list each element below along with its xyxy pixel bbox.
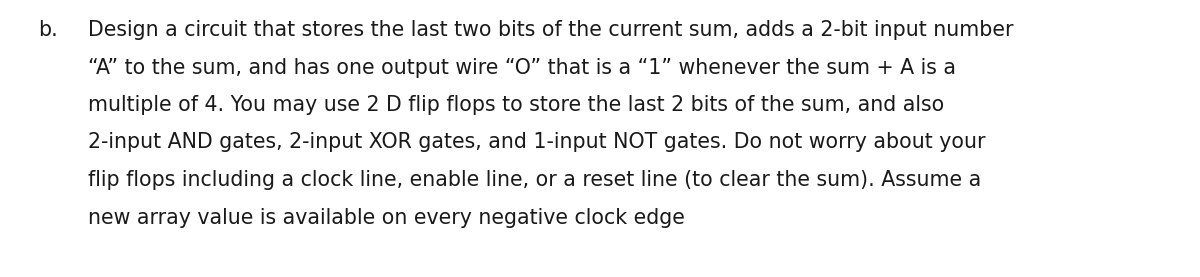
- Text: multiple of 4. You may use 2 D flip flops to store the last 2 bits of the sum, a: multiple of 4. You may use 2 D flip flop…: [88, 95, 944, 115]
- Text: “A” to the sum, and has one output wire “O” that is a “1” whenever the sum + A i: “A” to the sum, and has one output wire …: [88, 58, 956, 78]
- Text: 2-input AND gates, 2-input XOR gates, and 1-input NOT gates. Do not worry about : 2-input AND gates, 2-input XOR gates, an…: [88, 132, 985, 153]
- Text: flip flops including a clock line, enable line, or a reset line (to clear the su: flip flops including a clock line, enabl…: [88, 170, 982, 190]
- Text: Design a circuit that stores the last two bits of the current sum, adds a 2-bit : Design a circuit that stores the last tw…: [88, 20, 1014, 40]
- Text: b.: b.: [38, 20, 58, 40]
- Text: new array value is available on every negative clock edge: new array value is available on every ne…: [88, 207, 685, 227]
